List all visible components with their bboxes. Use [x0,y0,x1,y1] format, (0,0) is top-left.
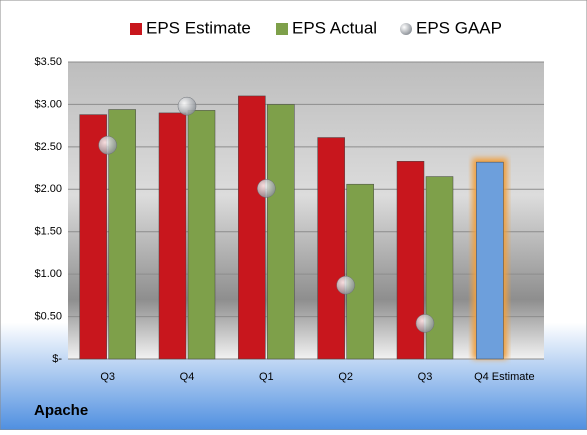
y-tick-label: $1.00 [34,268,62,280]
legend-marker [276,23,288,35]
y-tick-label: $3.50 [34,56,62,68]
y-tick-label: $1.50 [34,226,62,238]
marker [336,275,355,295]
legend-label: EPS Actual [292,18,377,37]
x-tick-label: Q4 Estimate [474,371,535,383]
legend-marker [400,23,412,35]
marker [257,179,276,198]
x-tick-label: Q3 [100,371,115,383]
x-tick-label: Q4 [180,371,195,383]
x-tick-label: Q1 [259,371,274,383]
legend-label: EPS Estimate [146,18,251,37]
footer: Apache [34,402,88,419]
x-tick-label: Q2 [338,371,353,383]
x-tick-label: Q3 [418,371,433,383]
marker [415,314,435,333]
plot-area [68,62,544,359]
bar [317,137,345,360]
legend-label: EPS GAAP [416,18,502,37]
marker [98,135,117,155]
bar [346,183,374,360]
marker [177,96,197,116]
bar [267,104,295,360]
y-tick-label: $2.00 [34,183,62,195]
bar [158,112,187,360]
y-tick-label: $3.00 [34,98,62,110]
y-tick-label: $2.50 [34,141,62,153]
bar [238,95,266,360]
y-tick-label: $0.50 [34,310,62,322]
bar [187,110,216,360]
bar [476,161,504,360]
bar [425,176,454,360]
y-tick-label: $- [52,353,62,365]
legend-marker [130,23,142,35]
bar [79,114,107,360]
